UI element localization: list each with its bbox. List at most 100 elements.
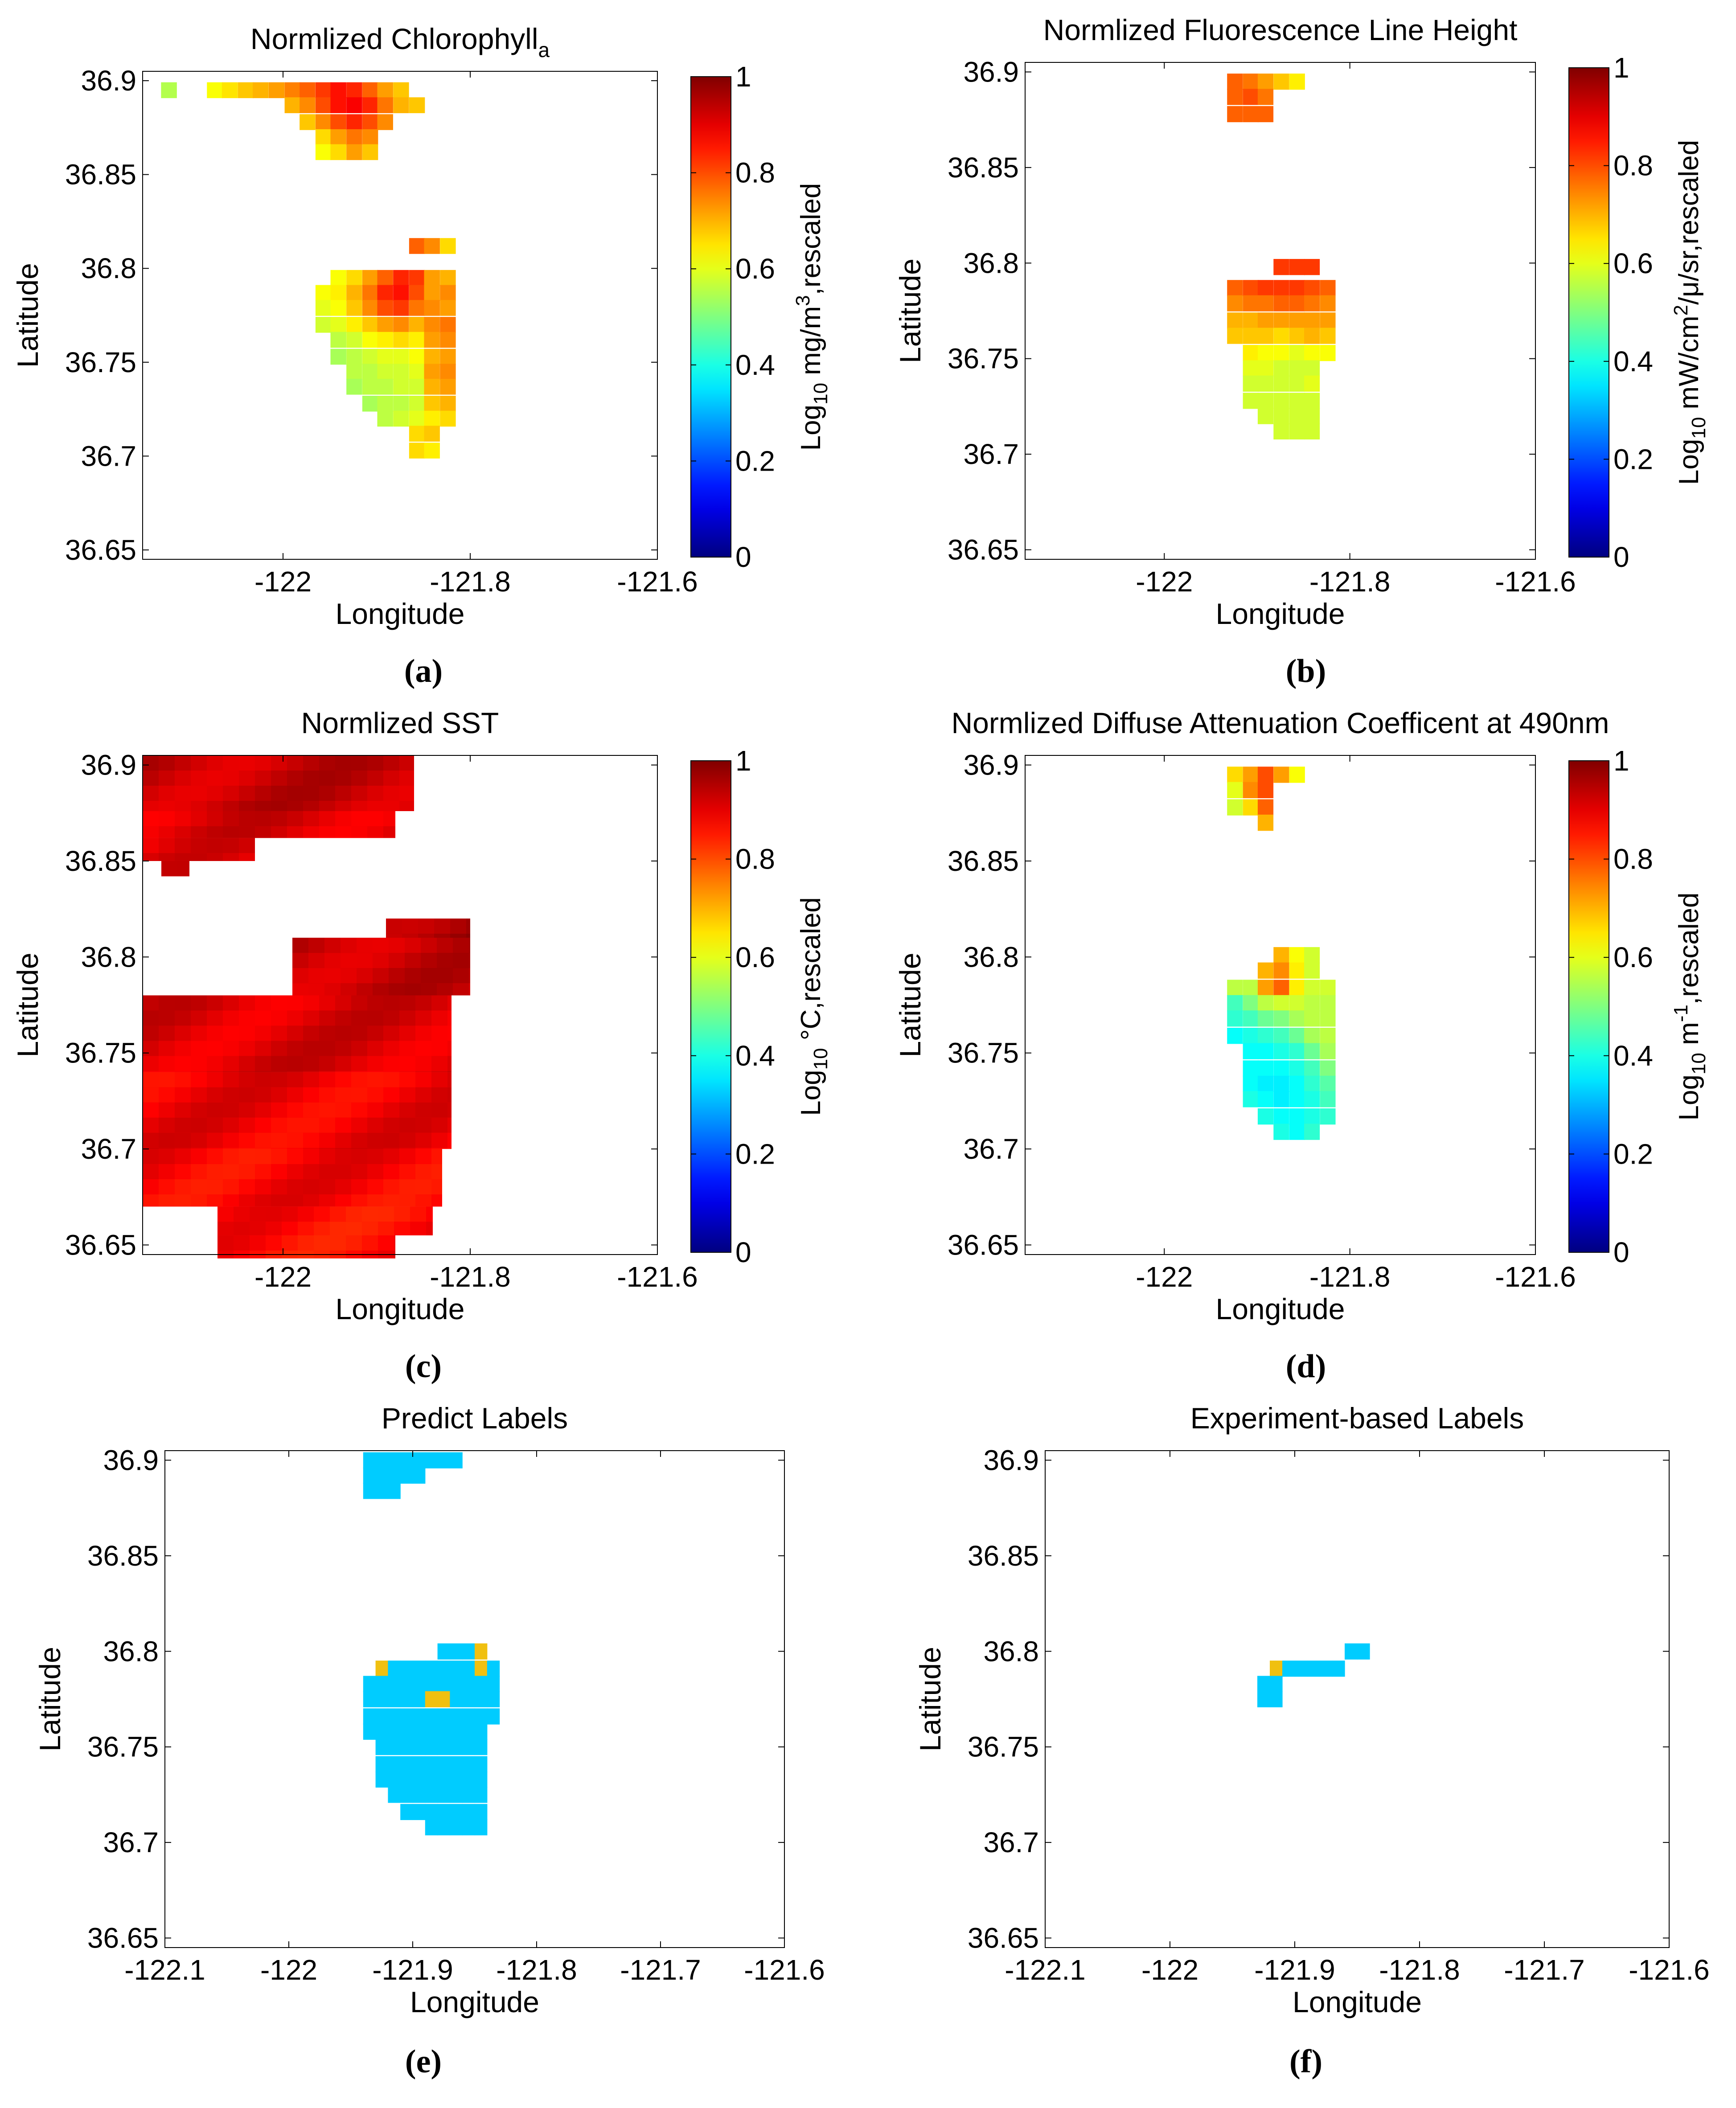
heat-cell — [207, 1010, 223, 1026]
heat-cell — [319, 1179, 335, 1195]
colorbar-tick-label: 0.2 — [735, 445, 775, 477]
heat-cell — [223, 853, 239, 861]
heat-cell — [431, 1071, 447, 1072]
heat-cell — [1289, 1043, 1305, 1059]
heat-cell — [375, 1661, 388, 1677]
colorbar-tick-label: 1 — [1613, 745, 1629, 777]
heat-cell — [300, 114, 316, 130]
heat-cell — [399, 1102, 415, 1118]
heat-cell — [383, 1117, 399, 1133]
heat-cell — [159, 1117, 175, 1133]
heat-cell — [413, 1771, 426, 1788]
heat-cell — [1257, 980, 1274, 996]
heat-cell — [375, 1467, 388, 1484]
heat-cell — [475, 1771, 488, 1788]
heat-cell — [1304, 375, 1320, 392]
colorbar-label-superscript: 3 — [792, 295, 814, 306]
heat-cell — [469, 953, 470, 968]
heat-cell — [175, 1087, 191, 1103]
heat-cell — [191, 1179, 207, 1195]
heat-cell — [1257, 1691, 1270, 1707]
heat-cell — [223, 1117, 239, 1133]
heat-cell — [1273, 423, 1289, 440]
heat-cell — [218, 1235, 234, 1251]
heat-cell — [175, 1117, 191, 1133]
heat-cell — [255, 1117, 271, 1133]
heat-cell — [346, 1222, 362, 1235]
x-tick-label: -121.9 — [372, 1954, 453, 1986]
heat-cell — [437, 1756, 450, 1772]
heat-cell — [375, 1756, 388, 1772]
heat-cell — [462, 1676, 475, 1692]
heat-cell — [207, 1117, 223, 1133]
heat-cell — [377, 410, 393, 427]
heat-cell — [191, 771, 207, 786]
heat-cell — [223, 786, 239, 801]
heat-cell — [239, 1071, 255, 1072]
y-tick-label: 36.85 — [65, 159, 136, 191]
heat-cell — [287, 1164, 303, 1180]
heat-cell — [1273, 995, 1289, 1012]
heat-cell — [175, 801, 191, 811]
colorbar-label: Log10 m-1,rescaled — [1670, 893, 1710, 1121]
heat-cell — [271, 1071, 287, 1072]
y-tick-label: 36.85 — [65, 845, 136, 877]
heat-cell — [363, 1723, 376, 1740]
heat-cell — [346, 364, 362, 380]
y-tick-label: 36.7 — [963, 438, 1019, 470]
y-tick-label: 36.7 — [103, 1826, 159, 1858]
heat-cell — [388, 1756, 401, 1772]
heat-cell — [437, 1708, 450, 1725]
heat-cell — [421, 938, 437, 953]
heat-cell — [367, 1102, 383, 1118]
heat-cell — [1243, 89, 1259, 105]
heat-cell — [250, 1235, 266, 1251]
heat-cell — [143, 826, 159, 838]
heat-cell — [1243, 295, 1259, 312]
heat-cell — [362, 349, 378, 365]
heat-cell — [394, 1235, 395, 1251]
heat-cell — [388, 1739, 401, 1755]
heat-cell — [1257, 328, 1274, 344]
heat-cell — [239, 801, 255, 811]
colorbar-tick-label: 0.4 — [1613, 1040, 1653, 1072]
heat-cell — [437, 1691, 450, 1707]
heat-cell — [424, 443, 440, 459]
heat-cell — [388, 1483, 401, 1499]
heat-cell — [426, 1206, 433, 1222]
heat-cell — [255, 1010, 271, 1026]
heat-cell — [447, 995, 451, 1011]
heat-cell — [425, 1756, 438, 1772]
panel-caption: (d) — [1286, 1348, 1326, 1385]
heat-cell — [1227, 799, 1243, 816]
heat-cell — [271, 995, 287, 1011]
x-tick-label: -121.9 — [1254, 1954, 1335, 1986]
heat-cell — [159, 1025, 175, 1041]
heat-cell — [335, 1148, 351, 1149]
heat-cell — [447, 1148, 451, 1149]
heat-cell — [223, 1071, 239, 1072]
heat-cell — [415, 1149, 431, 1165]
heat-cell — [409, 97, 425, 113]
colorbar-label-superscript: -1 — [1670, 1005, 1692, 1022]
heat-cell — [324, 938, 341, 953]
heat-cell — [1320, 1091, 1336, 1107]
heat-cell — [367, 801, 383, 811]
heat-cell — [400, 1739, 413, 1755]
heat-cell — [330, 349, 346, 365]
heat-cell — [399, 1164, 415, 1180]
heat-cell — [362, 317, 378, 333]
y-tick-label: 36.8 — [103, 1635, 159, 1667]
heat-cell — [239, 1194, 255, 1207]
heat-cell — [223, 801, 239, 811]
heat-cell — [161, 82, 177, 98]
heat-cell — [303, 1072, 319, 1087]
heat-cell — [431, 1194, 442, 1207]
heat-cell — [466, 919, 470, 934]
heat-cell — [1320, 1010, 1336, 1027]
heat-cell — [409, 426, 425, 442]
heat-cell — [424, 426, 440, 442]
heat-cell — [175, 1102, 191, 1118]
heat-cell — [351, 1041, 367, 1056]
heat-cell — [475, 1676, 488, 1692]
